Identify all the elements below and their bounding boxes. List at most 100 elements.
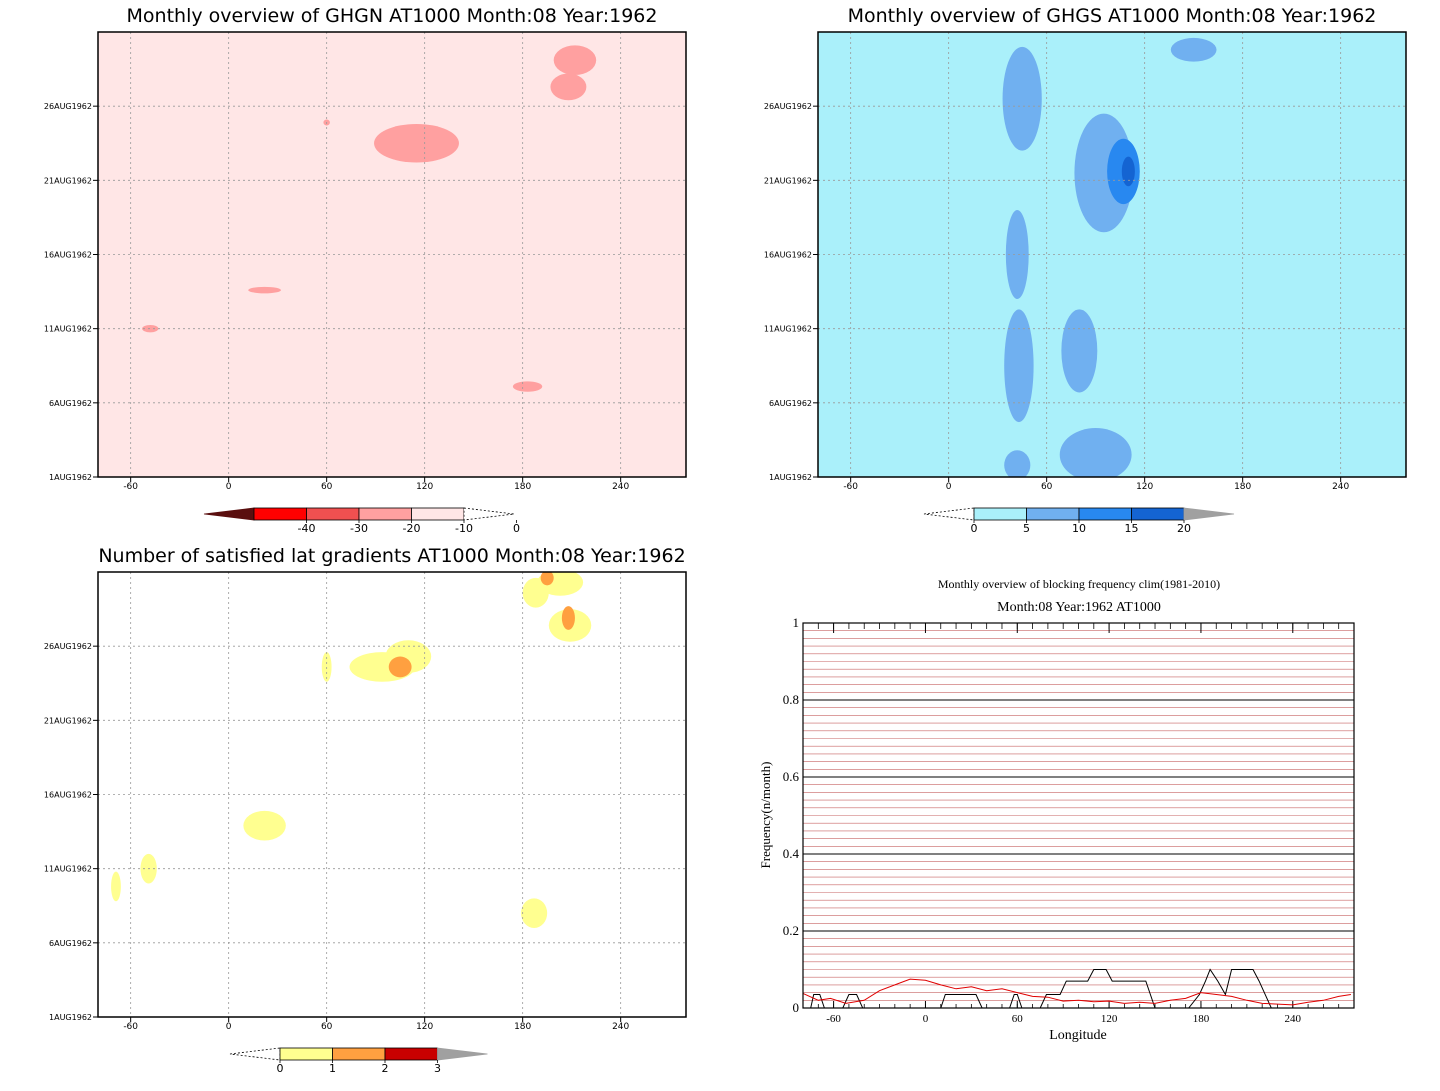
contour-region-6: [1004, 450, 1031, 477]
y-tick-label: 16AUG1962: [764, 251, 812, 260]
colorbar-box: [279, 1047, 333, 1061]
y-tick-label: 21AUG1962: [44, 716, 92, 725]
contour-region-6: [512, 381, 543, 392]
x-tick-label: 240: [1285, 1013, 1302, 1025]
colorbar-right-arrow: [463, 507, 515, 521]
contour-region-12: [561, 606, 575, 630]
x-tick-label: 180: [514, 1022, 531, 1032]
y-tick-label: 11AUG1962: [764, 325, 812, 334]
colorbar-left-arrow: [229, 1047, 281, 1061]
lat-gradients-plot-area: -60 0 60 120 180 240 1AUG1962 6AUG1962 11AUG1962…: [44, 571, 687, 1032]
lat-gradients-colorbar: 0 1 2 3: [229, 1047, 488, 1075]
x-tick-label: 0: [226, 482, 232, 492]
colorbar-box: [1078, 507, 1132, 521]
x-tick-label: -60: [843, 482, 858, 492]
x-tick-label: 120: [1101, 1013, 1118, 1025]
colorbar-left-arrow: [923, 507, 975, 521]
blocking-title: Monthly overview of blocking frequency c…: [938, 577, 1220, 591]
blocking-subtitle: Month:08 Year:1962 AT1000: [997, 600, 1161, 615]
contour-region-0: [374, 123, 459, 163]
contour-region-9: [1121, 156, 1135, 187]
colorbar-label: 0: [971, 522, 978, 535]
contour-region-9: [521, 898, 548, 928]
x-tick-label: -60: [123, 482, 138, 492]
x-tick-label: 180: [514, 482, 531, 492]
contour-region-3: [1004, 309, 1034, 423]
y-tick-label: 21AUG1962: [44, 176, 92, 185]
ghgn-title: Monthly overview of GHGN AT1000 Month:08…: [127, 5, 658, 27]
colorbar-box: [306, 507, 360, 521]
y-tick-label: 1AUG1962: [49, 1013, 92, 1022]
colorbar-label: 1: [329, 1062, 336, 1075]
colorbar-right-arrow: [437, 1047, 488, 1061]
contour-region-4: [1061, 309, 1098, 393]
ghgn-heatmap-panel: Monthly overview of GHGN AT1000 Month:08…: [44, 5, 687, 535]
plot-frame: [97, 31, 687, 478]
y-tick-label: 26AUG1962: [764, 102, 812, 111]
y-tick-label: 0: [793, 1000, 800, 1015]
x-tick-label: 0: [923, 1013, 929, 1025]
colorbar-box: [358, 507, 412, 521]
x-tick-label: 180: [1234, 482, 1251, 492]
contour-region-2: [550, 73, 587, 101]
colorbar-label: 0: [513, 522, 520, 535]
plot-frame: [817, 31, 1407, 478]
y-tick-label: 11AUG1962: [44, 865, 92, 874]
blocking-frequency-line: [803, 968, 1354, 1009]
contour-region-11: [540, 572, 554, 586]
y-tick-label: 1AUG1962: [49, 473, 92, 482]
y-tick-label: 0.2: [783, 923, 799, 938]
x-tick-label: 120: [416, 482, 433, 492]
y-tick-label: 16AUG1962: [44, 251, 92, 260]
colorbar-left-arrow: [203, 507, 255, 521]
contour-region-1: [553, 45, 597, 76]
contour-region-5: [1059, 428, 1132, 477]
contour-region-0: [1002, 46, 1042, 151]
contour-region-6: [243, 810, 286, 841]
x-tick-label: 0: [226, 1022, 232, 1032]
x-tick-label: 60: [1012, 1013, 1024, 1025]
plot-frame: [802, 622, 1355, 1009]
colorbar-label: 3: [434, 1062, 441, 1075]
x-tick-label: 240: [612, 482, 629, 492]
y-tick-label: 1AUG1962: [769, 473, 812, 482]
ghgs-colorbar: 0 5 10 15 20: [923, 507, 1235, 535]
lat-gradients-heatmap-panel: Number of satisfied lat gradients AT1000…: [44, 545, 687, 1075]
colorbar-label: -30: [350, 522, 368, 535]
colorbar-label: -10: [455, 522, 473, 535]
y-tick-label: 0.8: [783, 692, 799, 707]
colorbar-label: 15: [1125, 522, 1139, 535]
y-tick-label: 0.4: [783, 846, 800, 861]
y-tick-label: 26AUG1962: [44, 102, 92, 111]
y-tick-label: 26AUG1962: [44, 642, 92, 651]
colorbar-label: 10: [1072, 522, 1086, 535]
ghgn-colorbar: -40 -30 -20 -10 0: [203, 507, 520, 535]
contour-region-7: [1170, 37, 1217, 62]
x-tick-label: -60: [826, 1013, 841, 1025]
plot-frame: [97, 571, 687, 1018]
x-tick-label: 120: [416, 1022, 433, 1032]
colorbar-box: [384, 1047, 438, 1061]
y-tick-label: 1: [793, 615, 800, 630]
colorbar-label: 5: [1023, 522, 1030, 535]
contour-region-10: [388, 656, 412, 678]
y-tick-label: 16AUG1962: [44, 791, 92, 800]
colorbar-right-arrow: [1183, 507, 1235, 521]
y-tick-label: 11AUG1962: [44, 325, 92, 334]
contour-region-4: [248, 286, 281, 294]
colorbar-box: [253, 507, 307, 521]
x-tick-label: 60: [321, 482, 333, 492]
ghgn-plot-area: -60 0 60 120 180 240 1AUG1962 6AUG1962 11AUG1962…: [44, 31, 687, 492]
x-tick-label: 60: [1041, 482, 1053, 492]
colorbar-box: [1131, 507, 1185, 521]
ghgs-heatmap-panel: Monthly overview of GHGS AT1000 Month:08…: [764, 5, 1407, 535]
x-tick-label: 240: [1332, 482, 1349, 492]
x-tick-label: 0: [946, 482, 952, 492]
colorbar-label: 0: [277, 1062, 284, 1075]
x-tick-label: 180: [1193, 1013, 1210, 1025]
colorbar-box: [332, 1047, 386, 1061]
contour-region-4: [522, 577, 549, 608]
y-tick-label: 6AUG1962: [769, 399, 812, 408]
plot-background: [98, 572, 686, 1017]
colorbar-label: -20: [403, 522, 421, 535]
